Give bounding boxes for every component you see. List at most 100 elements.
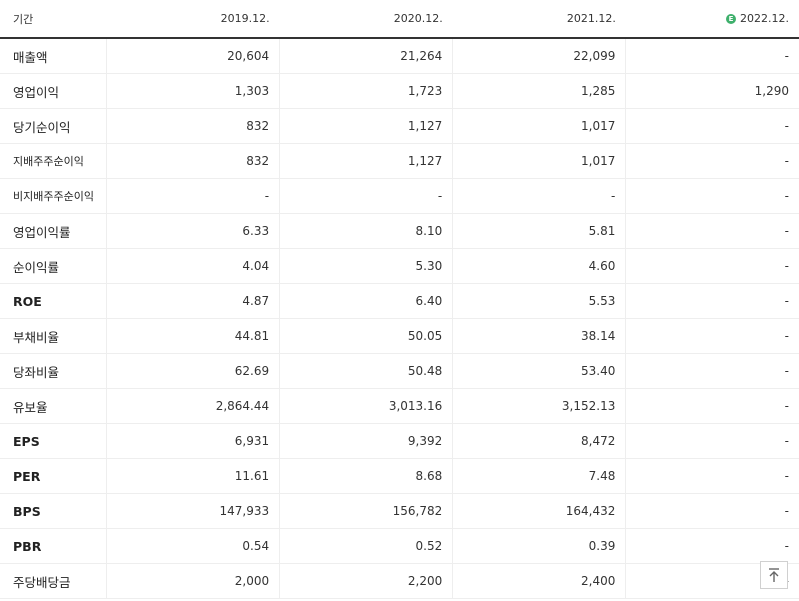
- table-row: 영업이익 1,303 1,723 1,285 1,290: [0, 73, 799, 109]
- cell-value: -: [625, 353, 799, 389]
- cell-value: 7.48: [452, 458, 626, 494]
- cell-value: 2,000: [106, 563, 280, 599]
- cell-value: 2,864.44: [106, 388, 280, 424]
- table-header-row: 기간 2019.12. 2020.12. 2021.12. E 2022.12.: [0, 0, 799, 39]
- period-2020: 2020.12.: [279, 0, 453, 39]
- table-row: PBR 0.54 0.52 0.39 -: [0, 528, 799, 564]
- period-2021: 2021.12.: [452, 0, 626, 39]
- cell-value: 5.30: [279, 248, 453, 284]
- cell-value: -: [625, 528, 799, 564]
- table-row: PER 11.61 8.68 7.48 -: [0, 458, 799, 494]
- cell-value: 50.05: [279, 318, 453, 354]
- cell-value: 6.40: [279, 283, 453, 319]
- cell-value: 3,013.16: [279, 388, 453, 424]
- estimate-badge-icon: E: [726, 14, 737, 24]
- cell-value: 832: [106, 143, 280, 179]
- period-header-label: 기간: [0, 0, 107, 39]
- cell-value: 1,127: [279, 143, 453, 179]
- table-row: 부채비율 44.81 50.05 38.14 -: [0, 318, 799, 354]
- cell-value: -: [625, 458, 799, 494]
- cell-value: 20,604: [106, 38, 280, 74]
- period-2022-estimate: E 2022.12.: [625, 0, 799, 39]
- row-label: 부채비율: [0, 318, 107, 354]
- cell-value: -: [106, 178, 280, 214]
- cell-value: -: [625, 143, 799, 179]
- row-label: 주당배당금: [0, 563, 107, 599]
- cell-value: 9,392: [279, 423, 453, 459]
- cell-value: 38.14: [452, 318, 626, 354]
- cell-value: -: [625, 38, 799, 74]
- row-label: 비지배주주순이익: [0, 178, 107, 214]
- cell-value: 44.81: [106, 318, 280, 354]
- cell-value: 11.61: [106, 458, 280, 494]
- cell-value: 4.04: [106, 248, 280, 284]
- cell-value: 21,264: [279, 38, 453, 74]
- cell-value: 0.54: [106, 528, 280, 564]
- arrow-up-to-top-icon: [769, 568, 779, 582]
- cell-value: 2,200: [279, 563, 453, 599]
- cell-value: -: [625, 493, 799, 529]
- cell-value: -: [625, 108, 799, 144]
- row-label: PER: [0, 458, 107, 494]
- table-row: 매출액 20,604 21,264 22,099 -: [0, 38, 799, 74]
- cell-value: 6.33: [106, 213, 280, 249]
- table-row: 지배주주순이익 832 1,127 1,017 -: [0, 143, 799, 179]
- cell-value: 53.40: [452, 353, 626, 389]
- table-row: 영업이익률 6.33 8.10 5.81 -: [0, 213, 799, 249]
- row-label: ROE: [0, 283, 107, 319]
- cell-value: 0.39: [452, 528, 626, 564]
- cell-value: -: [625, 318, 799, 354]
- cell-value: 22,099: [452, 38, 626, 74]
- cell-value: -: [625, 388, 799, 424]
- cell-value: -: [625, 213, 799, 249]
- cell-value: 62.69: [106, 353, 280, 389]
- row-label: 지배주주순이익: [0, 143, 107, 179]
- cell-value: 156,782: [279, 493, 453, 529]
- table-row: 주당배당금 2,000 2,200 2,400 -: [0, 563, 799, 599]
- cell-value: 1,017: [452, 143, 626, 179]
- cell-value: -: [625, 248, 799, 284]
- table-row: 당좌비율 62.69 50.48 53.40 -: [0, 353, 799, 389]
- row-label: EPS: [0, 423, 107, 459]
- cell-value: 1,723: [279, 73, 453, 109]
- cell-value: 3,152.13: [452, 388, 626, 424]
- cell-value: 1,127: [279, 108, 453, 144]
- cell-value: 1,285: [452, 73, 626, 109]
- row-label: 유보율: [0, 388, 107, 424]
- cell-value: -: [279, 178, 453, 214]
- cell-value: 1,017: [452, 108, 626, 144]
- table-row: ROE 4.87 6.40 5.53 -: [0, 283, 799, 319]
- row-label: 순이익률: [0, 248, 107, 284]
- table-row: BPS 147,933 156,782 164,432 -: [0, 493, 799, 529]
- cell-value: 8.68: [279, 458, 453, 494]
- cell-value: 164,432: [452, 493, 626, 529]
- cell-value: -: [452, 178, 626, 214]
- scroll-to-top-button[interactable]: [760, 561, 788, 589]
- cell-value: 50.48: [279, 353, 453, 389]
- cell-value: 1,303: [106, 73, 280, 109]
- cell-value: 4.60: [452, 248, 626, 284]
- row-label: 당좌비율: [0, 353, 107, 389]
- cell-value: 0.52: [279, 528, 453, 564]
- table-row: 순이익률 4.04 5.30 4.60 -: [0, 248, 799, 284]
- cell-value: 147,933: [106, 493, 280, 529]
- table-row: 당기순이익 832 1,127 1,017 -: [0, 108, 799, 144]
- cell-value: 832: [106, 108, 280, 144]
- cell-value: -: [625, 423, 799, 459]
- row-label: BPS: [0, 493, 107, 529]
- table-row: 비지배주주순이익 - - - -: [0, 178, 799, 214]
- cell-value: 4.87: [106, 283, 280, 319]
- row-label: 영업이익: [0, 73, 107, 109]
- cell-value: 5.81: [452, 213, 626, 249]
- row-label: 당기순이익: [0, 108, 107, 144]
- cell-value: -: [625, 178, 799, 214]
- cell-value: 6,931: [106, 423, 280, 459]
- cell-value: 8,472: [452, 423, 626, 459]
- cell-value: 5.53: [452, 283, 626, 319]
- cell-value: -: [625, 283, 799, 319]
- period-2019: 2019.12.: [106, 0, 280, 39]
- table-row: 유보율 2,864.44 3,013.16 3,152.13 -: [0, 388, 799, 424]
- cell-value: 1,290: [625, 73, 799, 109]
- row-label: 매출액: [0, 38, 107, 74]
